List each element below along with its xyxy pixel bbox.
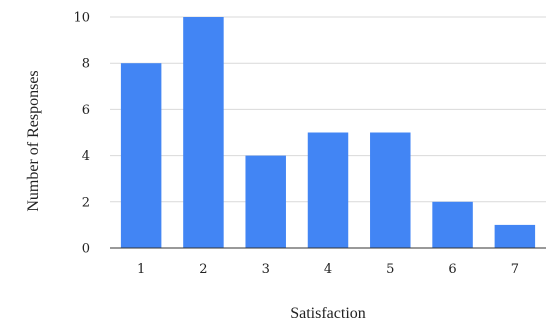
bars [120,17,536,249]
y-tick-label: 6 [82,103,90,118]
bar-4 [307,132,349,248]
x-tick-label: 2 [199,262,207,277]
y-tick-label: 10 [73,11,90,26]
y-tick-labels: 0 2 4 6 8 10 [73,11,90,257]
y-tick-label: 0 [82,242,90,257]
bar-5 [370,132,411,248]
bar-7 [494,224,536,248]
x-tick-label: 7 [511,262,519,277]
y-tick-label: 2 [82,195,90,210]
x-tick-label: 3 [262,262,270,277]
x-tick-label: 5 [386,262,394,277]
bar-2 [183,17,224,248]
y-axis-title: Number of Responses [25,70,42,211]
y-tick-label: 8 [82,57,90,72]
x-axis-title: Satisfaction [290,305,366,320]
bar-6 [432,201,473,248]
x-tick-label: 4 [324,262,332,277]
bar-3 [245,155,286,248]
gridlines [110,16,546,203]
x-tick-label: 1 [137,262,145,277]
x-tick-label: 6 [448,262,456,277]
y-tick-label: 4 [82,149,90,164]
bar-1 [120,63,162,249]
x-tick-labels: 1 2 3 4 5 6 7 [137,262,519,277]
